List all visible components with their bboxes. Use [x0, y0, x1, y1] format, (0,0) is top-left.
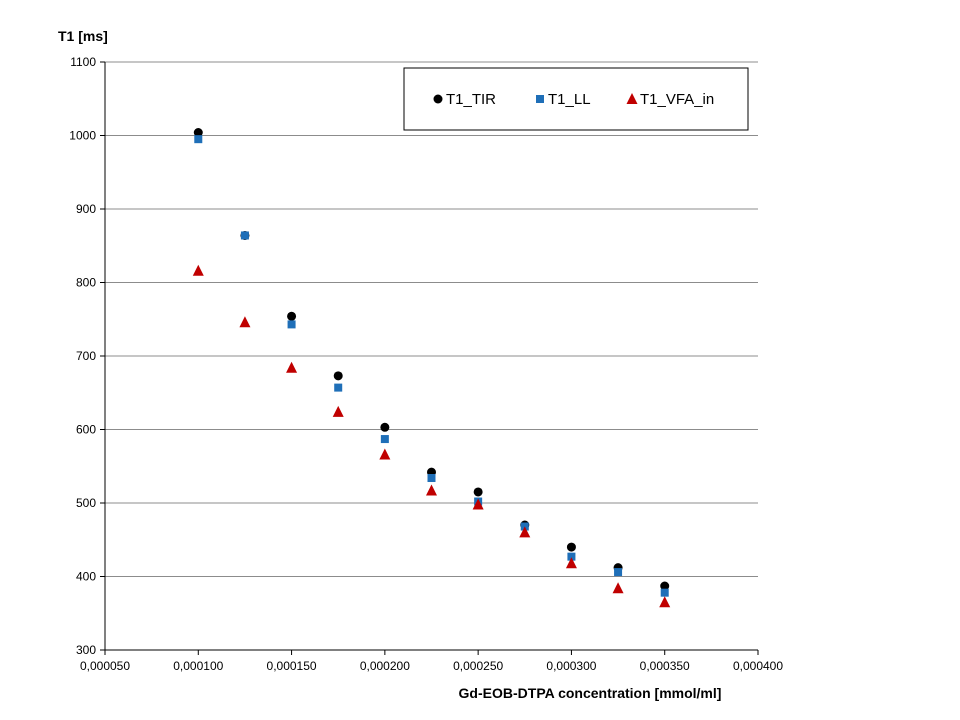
x-tick-label: 0,000300: [546, 659, 596, 673]
y-tick-label: 900: [76, 202, 96, 216]
data-point: [566, 542, 576, 552]
x-tick-label: 0,000250: [453, 659, 503, 673]
x-tick-label: 0,000200: [360, 659, 410, 673]
y-tick-label: 800: [76, 276, 96, 290]
legend-box: [403, 67, 749, 131]
y-tick-label: 1000: [69, 129, 96, 143]
legend-marker: [536, 95, 544, 103]
legend-item: T1_LL: [536, 91, 591, 108]
data-point: [380, 422, 390, 432]
x-tick-label: 0,000100: [173, 659, 223, 673]
data-point: [239, 316, 251, 328]
series-t1-ll: [194, 135, 669, 597]
y-axis-title: T1 [ms]: [58, 28, 108, 44]
legend-item: T1_TIR: [433, 91, 496, 108]
y-tick-label: 1100: [70, 55, 96, 69]
legend-label: T1_LL: [548, 91, 591, 108]
gridlines: [105, 61, 758, 577]
data-point: [660, 588, 669, 597]
data-point: [427, 474, 436, 483]
data-point: [614, 568, 623, 577]
data-point: [333, 371, 343, 381]
data-point: [380, 435, 389, 444]
data-point: [194, 135, 203, 144]
y-tick-label: 500: [76, 496, 96, 510]
legend-marker: [433, 94, 443, 104]
data-point: [426, 484, 437, 496]
series-t1-tir: [193, 128, 670, 591]
data-point: [565, 557, 577, 569]
data-point: [612, 582, 624, 594]
data-point: [472, 498, 484, 510]
data-point: [567, 552, 576, 561]
y-tick-label: 400: [76, 570, 96, 584]
data-point: [519, 526, 531, 538]
x-tick-label: 0,000350: [640, 659, 690, 673]
tick-labels: 300 400 500 600 700 800 900 1000 1100 0,000050 0,0…: [69, 55, 783, 673]
legend: T1_TIR T1_LL T1_VFA_in: [403, 67, 749, 131]
y-tick-label: 300: [76, 643, 96, 657]
x-tick-label: 0,000150: [267, 659, 317, 673]
legend-item: T1_VFA_in: [626, 91, 714, 108]
y-tick-label: 600: [76, 423, 96, 437]
x-tick-label: 0,000050: [80, 659, 130, 673]
data-point: [240, 231, 249, 240]
data-point: [192, 264, 204, 276]
data-point: [660, 581, 670, 591]
legend-marker: [626, 93, 638, 104]
data-points: [192, 128, 671, 608]
legend-label: T1_TIR: [446, 91, 496, 108]
x-axis-title: Gd-EOB-DTPA concentration [mmol/ml]: [459, 685, 722, 701]
data-point: [379, 448, 391, 460]
data-point: [473, 487, 483, 497]
data-point: [286, 361, 298, 373]
series-t1-vfa-in: [192, 264, 671, 608]
data-point: [332, 405, 344, 417]
data-point: [287, 320, 296, 329]
data-point: [287, 311, 297, 321]
y-tick-label: 700: [76, 349, 96, 363]
data-point: [659, 596, 671, 608]
legend-label: T1_VFA_in: [640, 91, 714, 108]
x-tick-label: 0,000400: [733, 659, 783, 673]
axes: [100, 61, 759, 655]
data-point: [193, 128, 203, 138]
data-point: [334, 383, 343, 392]
